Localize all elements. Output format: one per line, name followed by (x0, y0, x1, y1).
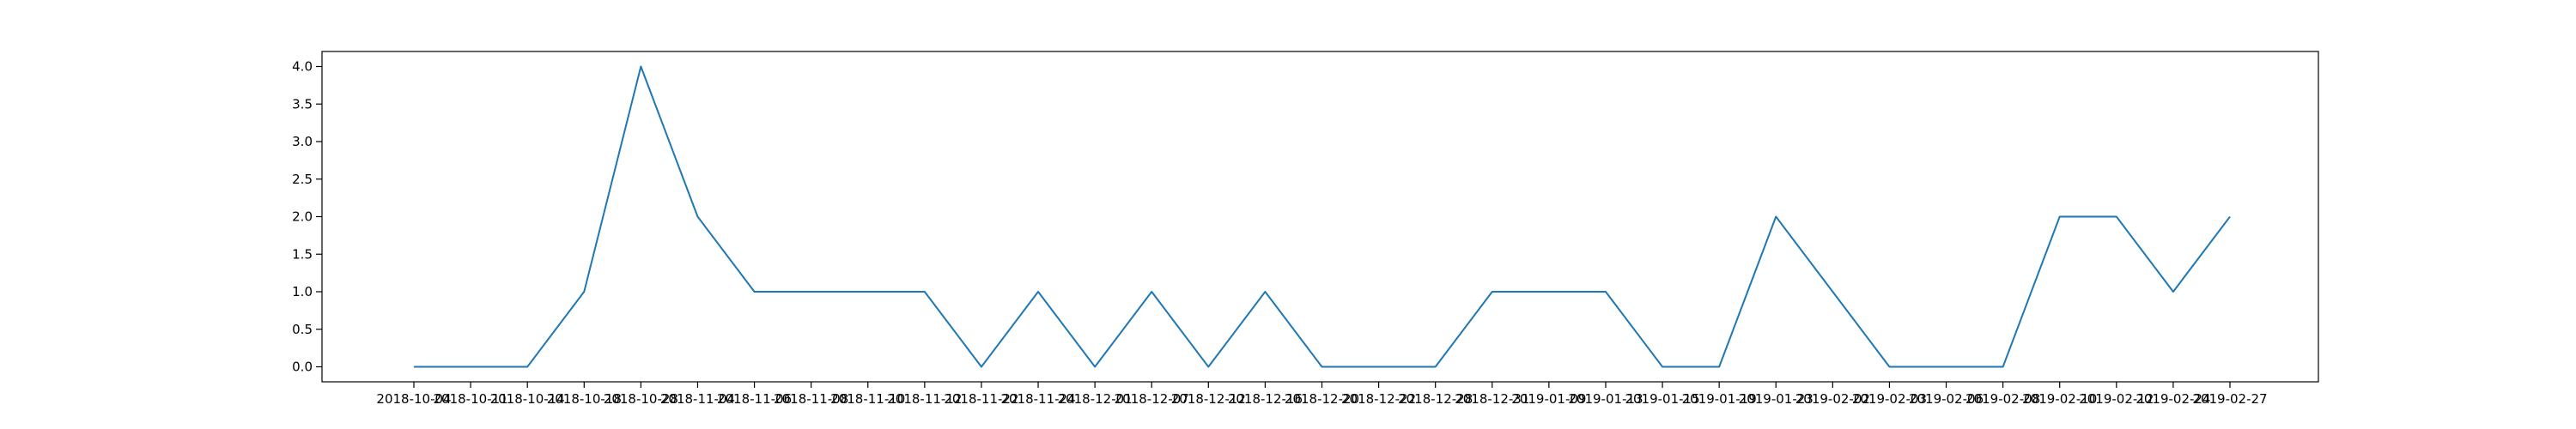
x-tick-label: 2018-11-22 (944, 391, 1018, 407)
x-tick-label: 2019-01-19 (1682, 391, 1757, 407)
x-tick-label: 2018-10-14 (490, 391, 565, 407)
x-tick-label: 2018-12-20 (1285, 391, 1359, 407)
x-tick-label: 2019-02-08 (1965, 391, 2040, 407)
plot-area (321, 51, 2319, 383)
x-tick-label: 2018-10-11 (434, 391, 508, 407)
x-tick-label: 2019-02-03 (1852, 391, 1927, 407)
x-tick-label: 2018-10-04 (376, 391, 451, 407)
x-tick-label: 2019-01-15 (1625, 391, 1699, 407)
x-tick-label: 2018-12-16 (1228, 391, 1303, 407)
x-tick-label: 2018-12-01 (1058, 391, 1133, 407)
x-tick-label: 2018-11-10 (830, 391, 905, 407)
series-layer (413, 65, 2231, 368)
y-tick-label: 0.0 (292, 360, 313, 375)
y-tick-label: 2.0 (292, 209, 313, 225)
y-tick-label: 1.5 (292, 246, 313, 262)
x-tick-label: 2018-11-12 (887, 391, 962, 407)
x-axis: 2018-10-042018-10-112018-10-142018-10-18… (376, 382, 2268, 407)
y-tick-label: 4.0 (292, 59, 313, 75)
x-tick-label: 2019-02-06 (1909, 391, 1984, 407)
y-tick-label: 3.0 (292, 134, 313, 149)
x-tick-label: 2018-11-06 (717, 391, 792, 407)
x-tick-label: 2018-12-12 (1171, 391, 1246, 407)
y-tick-label: 2.5 (292, 172, 313, 187)
y-tick-label: 3.5 (292, 96, 313, 112)
x-tick-label: 2018-11-24 (1000, 391, 1075, 407)
y-axis: 0.0 0.5 1.0 1.5 2.0 2.5 3.0 3.5 4.0 (292, 59, 322, 375)
x-tick-label: 2019-01-23 (1739, 391, 1814, 407)
x-tick-label: 2018-11-08 (774, 391, 848, 407)
x-tick-label: 2018-11-04 (660, 391, 735, 407)
x-tick-label: 2019-02-12 (2079, 391, 2154, 407)
x-tick-label: 2018-12-28 (1398, 391, 1473, 407)
x-tick-label: 2019-02-24 (2136, 391, 2210, 407)
x-tick-label: 2018-10-28 (604, 391, 678, 407)
y-tick-label: 0.5 (292, 322, 313, 337)
x-tick-label: 2019-02-10 (2022, 391, 2097, 407)
x-tick-label: 2019-01-09 (1511, 391, 1586, 407)
x-tick-label: 2018-12-22 (1341, 391, 1416, 407)
x-tick-label: 2019-02-27 (2192, 391, 2267, 407)
x-tick-label: 2018-12-31 (1455, 391, 1529, 407)
x-tick-label: 2018-10-18 (547, 391, 622, 407)
x-tick-label: 2019-01-13 (1568, 391, 1643, 407)
y-tick-label: 1.0 (292, 284, 313, 299)
x-tick-label: 2019-02-02 (1795, 391, 1870, 407)
x-tick-label: 2018-12-07 (1115, 391, 1189, 407)
